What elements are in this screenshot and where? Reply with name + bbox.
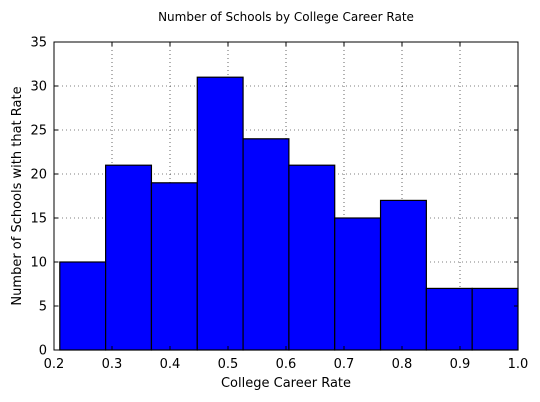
y-tick-label: 25 xyxy=(30,124,47,139)
histogram-bar xyxy=(425,287,473,351)
y-axis-label: Number of Schools with that Rate xyxy=(10,86,25,305)
x-tick-label: 0.2 xyxy=(44,357,65,372)
x-tick-label: 0.8 xyxy=(392,357,413,372)
x-tick-label: 0.3 xyxy=(102,357,123,372)
y-tick-label: 35 xyxy=(30,36,47,51)
x-tick-label: 0.7 xyxy=(334,357,355,372)
histogram-bar xyxy=(150,182,198,351)
x-tick-label: 0.9 xyxy=(450,357,471,372)
y-tick-label: 20 xyxy=(30,168,47,183)
y-tick-label: 15 xyxy=(30,212,47,227)
x-tick-label: 0.6 xyxy=(276,357,297,372)
axis-ticks xyxy=(53,41,519,351)
histogram-bar xyxy=(196,76,244,351)
histogram-bar xyxy=(379,199,427,351)
y-tick-label: 30 xyxy=(30,80,47,95)
histogram-bar xyxy=(471,287,519,351)
histogram-bar xyxy=(334,217,382,351)
chart-title: Number of Schools by College Career Rate xyxy=(158,10,414,24)
x-tick-label: 0.4 xyxy=(160,357,181,372)
histogram-bar xyxy=(288,164,336,351)
bars xyxy=(59,76,519,351)
y-tick-label: 5 xyxy=(39,300,47,315)
y-tick-labels: 0 5 10 15 20 25 30 35 xyxy=(30,36,47,359)
x-tick-label: 1.0 xyxy=(508,357,529,372)
x-tick-label: 0.5 xyxy=(218,357,239,372)
y-tick-label: 0 xyxy=(39,344,47,359)
x-axis-label: College Career Rate xyxy=(221,376,351,391)
x-tick-labels: 0.2 0.3 0.4 0.5 0.6 0.7 0.8 0.9 1.0 xyxy=(44,357,529,372)
histogram-bar xyxy=(59,261,107,351)
histogram-bar xyxy=(105,164,153,351)
histogram-bar xyxy=(242,138,290,351)
y-tick-label: 10 xyxy=(30,256,47,271)
